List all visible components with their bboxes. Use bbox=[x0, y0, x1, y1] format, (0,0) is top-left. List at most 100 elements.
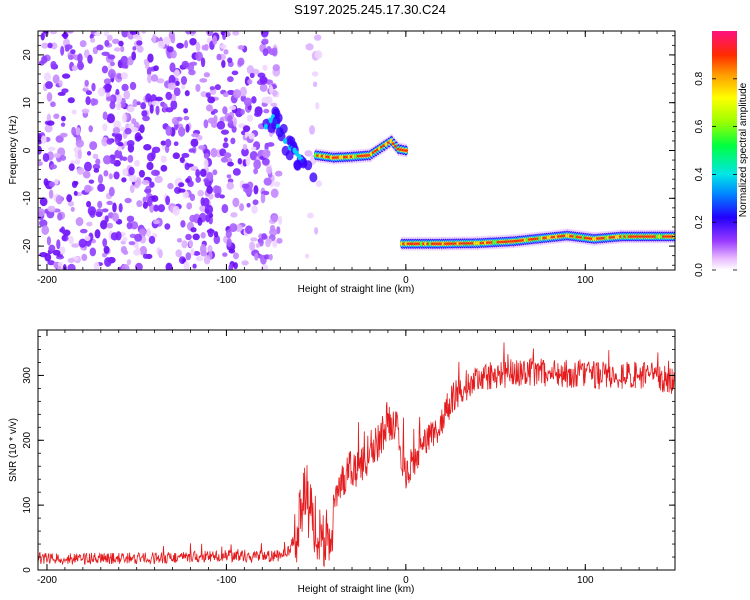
noise-blob bbox=[189, 214, 197, 223]
noise-blob bbox=[212, 185, 220, 194]
noise-blob bbox=[134, 159, 140, 167]
noise-blob bbox=[305, 43, 314, 51]
noise-blob bbox=[129, 184, 135, 194]
noise-blob bbox=[113, 47, 121, 52]
noise-blob bbox=[128, 241, 136, 246]
noise-blob bbox=[141, 179, 150, 185]
noise-blob bbox=[112, 202, 117, 213]
noise-blob bbox=[77, 53, 83, 64]
noise-blob bbox=[181, 60, 189, 69]
noise-blob bbox=[268, 253, 273, 261]
noise-blob bbox=[140, 102, 147, 110]
noise-blob bbox=[66, 31, 74, 34]
noise-blob bbox=[106, 222, 114, 229]
noise-blob bbox=[232, 31, 240, 36]
noise-blob bbox=[166, 46, 174, 53]
noise-blob bbox=[203, 72, 211, 78]
noise-blob bbox=[73, 180, 79, 186]
noise-blob bbox=[172, 205, 180, 216]
noise-blob bbox=[314, 34, 322, 41]
heatmap-noise-field bbox=[38, 31, 283, 270]
noise-blob bbox=[79, 40, 87, 48]
noise-blob bbox=[129, 174, 137, 183]
noise-blob bbox=[112, 212, 119, 222]
noise-blob bbox=[160, 140, 167, 146]
snr-frame bbox=[37, 329, 676, 571]
noise-blob bbox=[104, 257, 112, 267]
noise-blob bbox=[255, 243, 261, 248]
noise-blob bbox=[179, 156, 185, 164]
noise-blob bbox=[205, 92, 211, 98]
noise-blob bbox=[139, 245, 148, 256]
noise-blob bbox=[61, 73, 71, 79]
noise-blob bbox=[81, 108, 90, 114]
noise-blob bbox=[216, 53, 222, 61]
noise-blob bbox=[142, 115, 150, 122]
noise-blob bbox=[64, 47, 70, 52]
noise-blob bbox=[127, 154, 134, 163]
noise-blob bbox=[178, 182, 185, 188]
noise-blob bbox=[160, 164, 168, 172]
colorbar-ticks: 0.0 0.2 0.4 0.6 0.8 bbox=[694, 71, 737, 277]
noise-blob bbox=[108, 186, 115, 197]
noise-blob bbox=[188, 239, 194, 248]
noise-blob bbox=[136, 45, 144, 53]
noise-blob bbox=[177, 188, 186, 193]
colorbar-label: Normalized spectral amplitude bbox=[738, 82, 749, 217]
spectrogram-y-axis: -20 -10 0 10 20 bbox=[22, 35, 675, 266]
noise-blob bbox=[117, 141, 124, 147]
noise-blob bbox=[68, 163, 75, 172]
snr-y-axis: 0 100 200 300 bbox=[22, 336, 675, 573]
noise-blob bbox=[46, 113, 52, 123]
spectrogram-x-axis: -200 -100 0 100 bbox=[37, 31, 676, 286]
noise-blob bbox=[48, 189, 54, 199]
noise-blob bbox=[91, 82, 96, 92]
noise-blob bbox=[153, 219, 160, 225]
noise-blob bbox=[70, 49, 76, 55]
noise-blob bbox=[126, 215, 135, 223]
noise-blob bbox=[40, 135, 47, 144]
noise-blob bbox=[102, 238, 108, 248]
noise-blob bbox=[213, 114, 218, 124]
noise-blob bbox=[70, 206, 75, 212]
noise-blob bbox=[189, 31, 197, 34]
x-tick-label: 100 bbox=[577, 275, 594, 286]
noise-blob bbox=[181, 240, 188, 249]
noise-blob bbox=[269, 84, 274, 95]
noise-blob bbox=[226, 181, 234, 190]
noise-blob bbox=[67, 257, 75, 264]
noise-blob bbox=[38, 160, 43, 167]
noise-blob bbox=[200, 91, 208, 98]
noise-blob bbox=[207, 96, 216, 104]
noise-blob bbox=[156, 78, 165, 84]
noise-blob bbox=[168, 74, 176, 85]
noise-blob bbox=[183, 261, 190, 270]
noise-blob bbox=[47, 42, 53, 49]
colorbar-tick-label: 0.2 bbox=[694, 215, 705, 229]
noise-blob bbox=[102, 123, 108, 132]
noise-blob bbox=[60, 122, 66, 127]
noise-blob bbox=[47, 205, 56, 213]
noise-blob bbox=[114, 149, 123, 159]
noise-blob bbox=[84, 235, 91, 242]
noise-blob bbox=[66, 194, 73, 203]
noise-blob bbox=[184, 40, 189, 49]
noise-blob bbox=[241, 147, 249, 157]
noise-blob bbox=[146, 161, 154, 171]
noise-blob bbox=[58, 80, 63, 87]
noise-blob bbox=[116, 101, 122, 111]
noise-blob bbox=[224, 31, 231, 37]
noise-blob bbox=[135, 135, 143, 141]
noise-blob bbox=[101, 136, 109, 147]
noise-blob bbox=[152, 33, 157, 44]
noise-blob bbox=[176, 238, 183, 243]
noise-blob bbox=[220, 129, 230, 135]
noise-blob bbox=[249, 241, 256, 251]
noise-blob bbox=[136, 40, 143, 46]
noise-blob bbox=[193, 251, 201, 256]
noise-blob bbox=[199, 168, 207, 177]
noise-blob bbox=[134, 181, 140, 189]
noise-blob bbox=[155, 105, 160, 116]
y-tick-label: 0 bbox=[22, 147, 33, 153]
x-tick-label: 0 bbox=[403, 575, 409, 586]
